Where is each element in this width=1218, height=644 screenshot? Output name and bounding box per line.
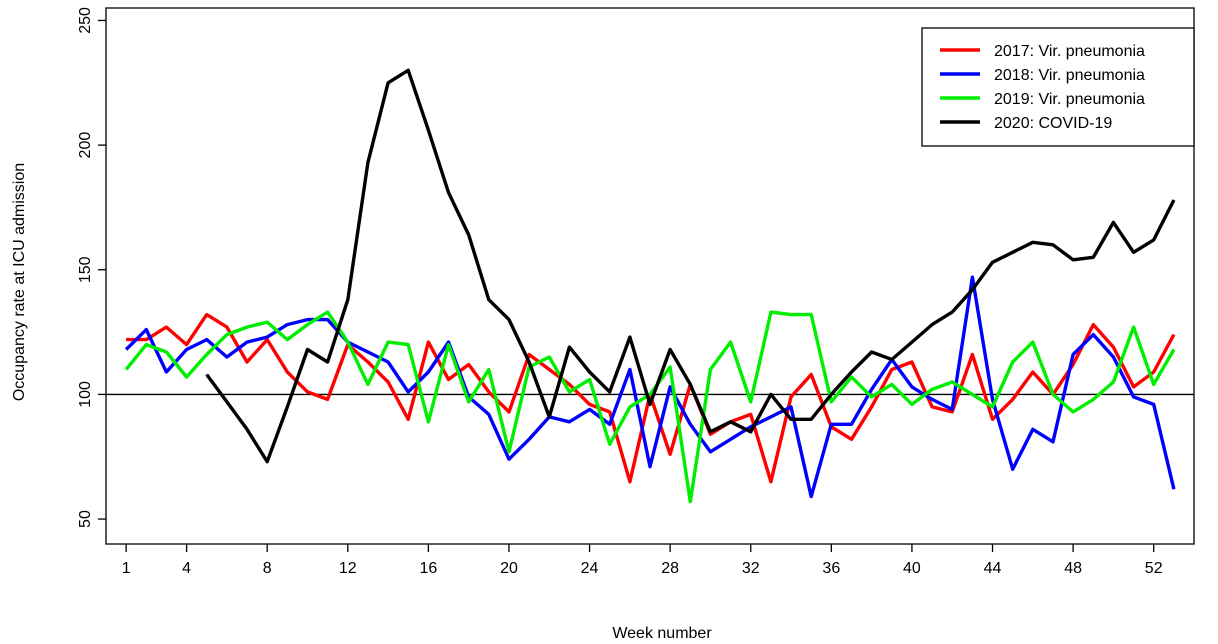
x-tick-label: 44: [984, 560, 1002, 577]
x-axis-title: Week number: [612, 625, 712, 642]
x-tick-label: 1: [122, 560, 131, 577]
y-tick-label: 100: [77, 381, 94, 408]
legend-label-2: 2018: Vir. pneumonia: [994, 67, 1145, 84]
series-line-3: [124, 310, 1176, 504]
y-tick-label: 250: [77, 7, 94, 34]
series-line-4: [205, 68, 1176, 464]
y-tick-label: 150: [77, 256, 94, 283]
x-tick-label: 24: [581, 560, 599, 577]
x-tick-label: 52: [1145, 560, 1163, 577]
y-tick-label: 200: [77, 132, 94, 159]
x-tick-label: 36: [822, 560, 840, 577]
x-tick-label: 16: [419, 560, 437, 577]
x-tick-label: 28: [661, 560, 679, 577]
x-tick-label: 48: [1064, 560, 1082, 577]
x-tick-label: 4: [182, 560, 191, 577]
series-line-2: [124, 275, 1176, 499]
legend-label-3: 2019: Vir. pneumonia: [994, 91, 1145, 108]
x-tick-label: 20: [500, 560, 518, 577]
legend-label-4: 2020: COVID-19: [994, 115, 1112, 132]
x-tick-label: 32: [742, 560, 760, 577]
x-tick-label: 8: [263, 560, 272, 577]
y-axis-title: Occupancy rate at ICU admission: [11, 163, 28, 401]
y-tick-label: 50: [77, 510, 94, 528]
x-tick-label: 12: [339, 560, 357, 577]
legend-label-1: 2017: Vir. pneumonia: [994, 43, 1145, 60]
legend-box: [921, 27, 1195, 147]
x-tick-label: 40: [903, 560, 921, 577]
